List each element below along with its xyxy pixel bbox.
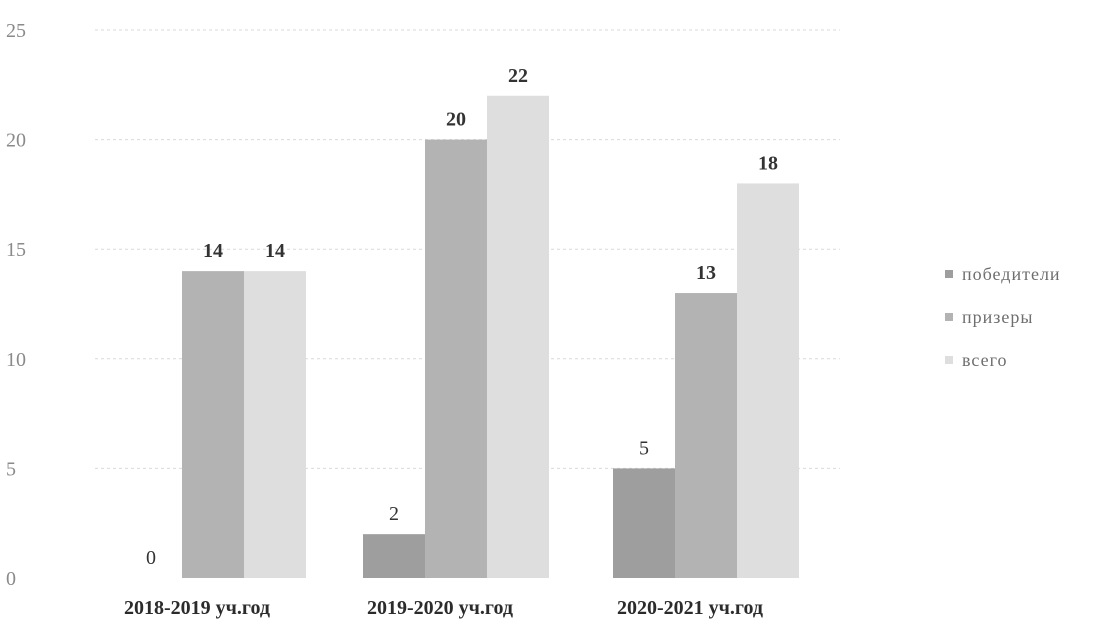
- legend-swatch: [945, 313, 953, 321]
- y-tick-label: 5: [6, 458, 16, 480]
- legend-label: всего: [962, 350, 1008, 370]
- legend-swatch: [945, 270, 953, 278]
- bar: [613, 468, 675, 578]
- x-axis: 2018-2019 уч.год 2019-2020 уч.год 2020-202…: [124, 597, 763, 619]
- data-labels: 0 14 14 2 20 22 5 13 18: [146, 65, 778, 569]
- legend-label: призеры: [962, 307, 1033, 327]
- bars: [182, 95, 799, 578]
- y-tick-label: 15: [6, 239, 26, 261]
- data-label: 14: [265, 240, 285, 262]
- y-axis: 0 5 10 15 20 25: [6, 20, 26, 590]
- x-tick-label: 2018-2019 уч.год: [124, 597, 270, 619]
- data-label: 20: [446, 109, 466, 131]
- legend-label: победители: [962, 264, 1061, 284]
- data-label: 5: [639, 437, 649, 459]
- data-label: 13: [696, 262, 716, 284]
- legend: победители призеры всего: [945, 264, 1061, 370]
- data-label: 18: [758, 152, 778, 174]
- bar: [737, 183, 799, 578]
- y-tick-label: 10: [6, 349, 26, 371]
- x-tick-label: 2019-2020 уч.год: [367, 597, 513, 619]
- bar: [363, 534, 425, 578]
- bar: [675, 293, 737, 578]
- bar: [487, 95, 549, 578]
- bar: [182, 271, 244, 578]
- y-tick-label: 25: [6, 20, 26, 42]
- x-tick-label: 2020-2021 уч.год: [617, 597, 763, 619]
- y-tick-label: 0: [6, 568, 16, 590]
- bar: [425, 139, 487, 578]
- data-label: 0: [146, 547, 156, 569]
- data-label: 2: [389, 503, 399, 525]
- bar: [244, 271, 306, 578]
- data-label: 14: [203, 240, 223, 262]
- data-label: 22: [508, 65, 528, 87]
- legend-swatch: [945, 356, 953, 364]
- y-tick-label: 20: [6, 130, 26, 152]
